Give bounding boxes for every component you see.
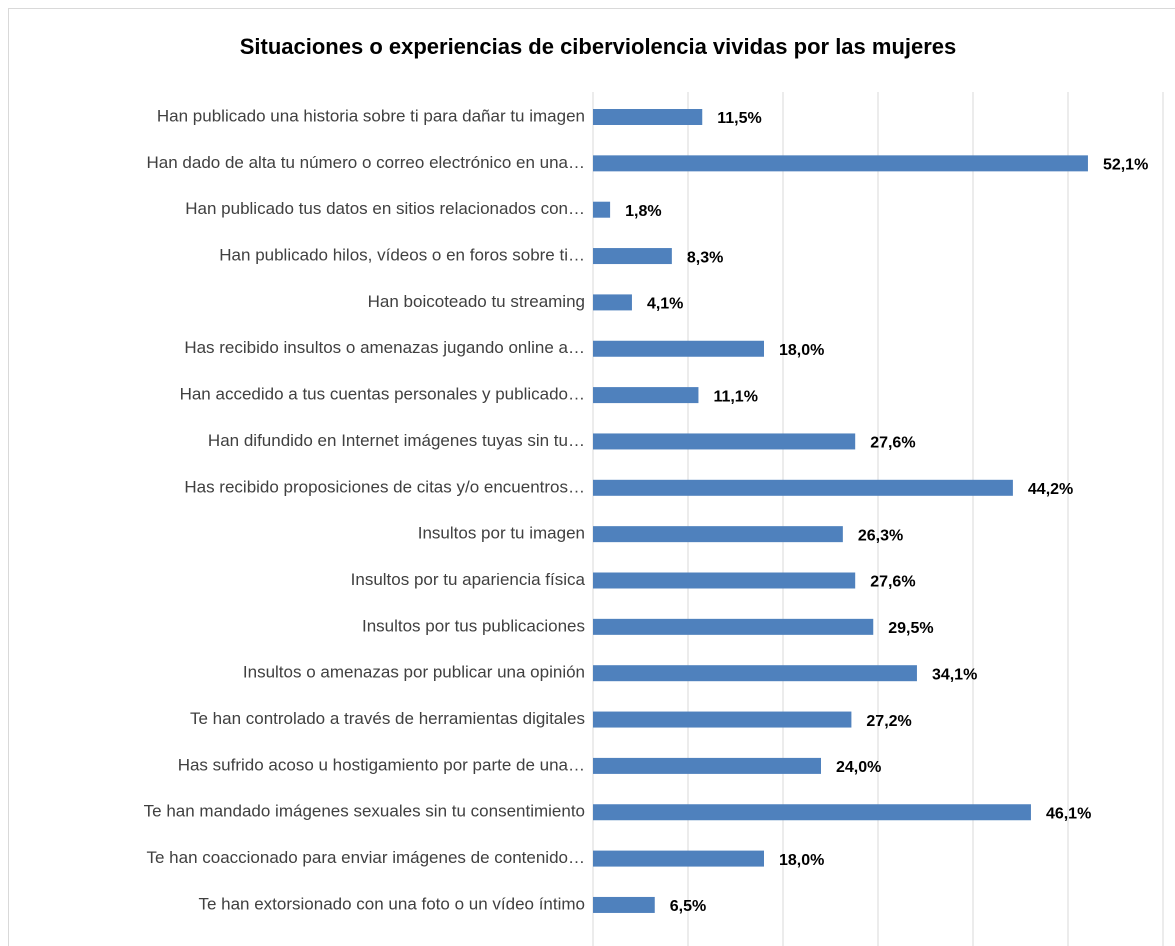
bar: [593, 618, 874, 635]
y-tick-label: Has recibido proposiciones de citas y/o …: [184, 477, 585, 496]
bar: [593, 201, 611, 218]
y-tick-label: Te han coaccionado para enviar imágenes …: [146, 848, 585, 867]
bar: [593, 294, 632, 311]
data-label: 52,1%: [1103, 157, 1148, 174]
y-tick-label: Has sufrido acoso u hostigamiento por pa…: [178, 755, 585, 774]
data-label: 6,5%: [670, 898, 706, 915]
data-label: 29,5%: [888, 620, 933, 637]
data-label: 27,6%: [870, 574, 915, 591]
bar: [593, 109, 703, 125]
y-tick-label: Te han controlado a través de herramient…: [190, 709, 585, 728]
y-tick-label: Te han mandado imágenes sexuales sin tu …: [144, 802, 585, 821]
bar: [593, 387, 699, 404]
bar: [593, 572, 856, 589]
data-label: 11,1%: [713, 388, 757, 405]
y-tick-label: Insultos o amenazas por publicar una opi…: [243, 663, 585, 682]
data-label: 26,3%: [858, 527, 903, 544]
data-label: 18,0%: [779, 342, 824, 359]
y-tick-label: Insultos por tus publicaciones: [362, 616, 585, 635]
y-tick-label: Han boicoteado tu streaming: [368, 292, 585, 311]
bar: [593, 479, 1013, 496]
bar: [593, 757, 821, 774]
bar: [593, 711, 852, 728]
bar: [593, 155, 1088, 172]
bar: [593, 665, 917, 682]
bar: [593, 248, 672, 265]
data-label: 11,5%: [717, 110, 761, 127]
bar: [593, 896, 655, 913]
bar: [593, 433, 856, 450]
y-tick-label: Han publicado una historia sobre ti para…: [157, 106, 585, 125]
y-tick-label: Han publicado hilos, vídeos o en foros s…: [219, 246, 585, 265]
bar: [593, 340, 764, 357]
data-label: 8,3%: [687, 249, 723, 266]
data-label: 4,1%: [647, 296, 683, 313]
y-tick-label: Has recibido insultos o amenazas jugando…: [184, 338, 585, 357]
y-tick-label: Han publicado tus datos en sitios relaci…: [185, 199, 585, 218]
data-label: 27,2%: [866, 713, 911, 730]
y-tick-label: Insultos por tu apariencia física: [351, 570, 586, 589]
data-label: 1,8%: [625, 203, 661, 220]
data-label: 24,0%: [836, 759, 881, 776]
data-label: 18,0%: [779, 852, 824, 869]
bar: [593, 850, 764, 867]
data-label: 34,1%: [932, 666, 977, 683]
data-label: 46,1%: [1046, 805, 1091, 822]
data-label: 27,6%: [870, 435, 915, 452]
y-tick-label: Han dado de alta tu número o correo elec…: [147, 153, 586, 172]
y-tick-label: Insultos por tu imagen: [418, 524, 585, 543]
bar: [593, 526, 843, 543]
bar: [593, 804, 1031, 821]
y-tick-label: Han difundido en Internet imágenes tuyas…: [208, 431, 585, 450]
y-tick-label: Han accedido a tus cuentas personales y …: [180, 385, 585, 404]
chart-title: Situaciones o experiencias de ciberviole…: [240, 34, 957, 59]
y-tick-label: Te han extorsionado con una foto o un ví…: [198, 894, 585, 913]
data-label: 44,2%: [1028, 481, 1073, 498]
